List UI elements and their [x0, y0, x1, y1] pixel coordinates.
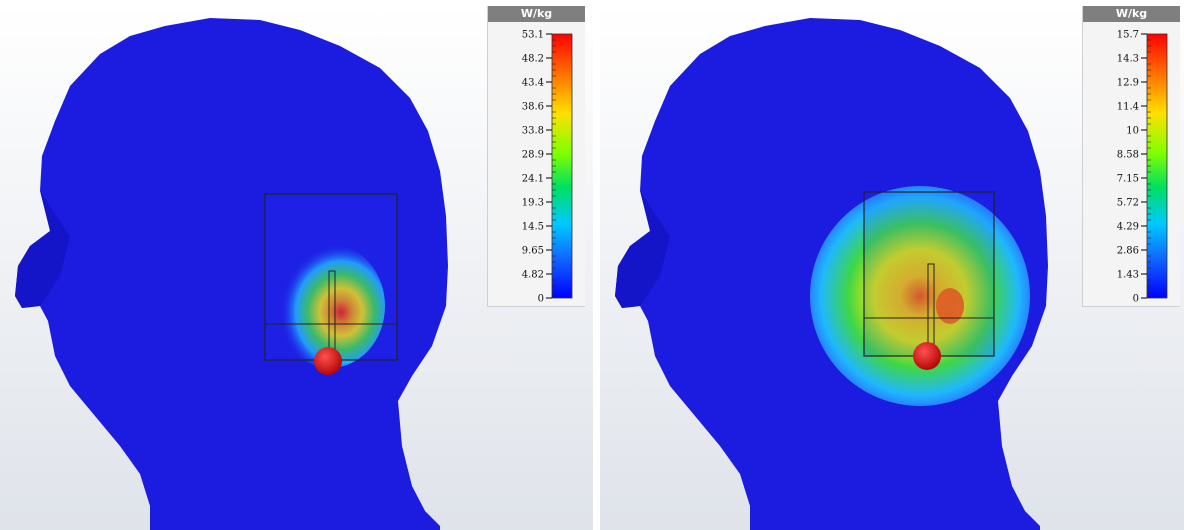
colorbar-tick-label: 9.65 — [522, 246, 544, 257]
phone-box — [264, 193, 398, 361]
sar-hotspot — [810, 186, 1030, 406]
colorbar-legend-right: W/kg 15.7 14.3 12.9 11.4 10 8.58 7.15 5.72 4.29 2… — [1082, 6, 1180, 307]
colorbar-tick-label: 43.4 — [522, 78, 544, 89]
sar-hotspot — [275, 244, 385, 368]
colorbar-tick-label: 2.86 — [1117, 246, 1139, 257]
colorbar-tick-label: 38.6 — [522, 102, 544, 113]
colorbar-tick-label: 4.29 — [1117, 222, 1139, 233]
ear-shadow — [615, 191, 670, 308]
head-model-left — [15, 18, 448, 530]
colorbar-tick-label: 11.4 — [1117, 102, 1139, 113]
phone-box — [863, 191, 995, 357]
colorbar-tick-label: 1.43 — [1117, 270, 1139, 281]
colorbar-tick-label: 28.9 — [522, 150, 544, 161]
colorbar-tick-label: 53.1 — [522, 30, 544, 41]
feed-sphere — [913, 342, 941, 370]
head-model-right — [615, 18, 1048, 530]
colorbar-tick-label: 8.58 — [1117, 150, 1139, 161]
colorbar-tick-label: 5.72 — [1117, 198, 1139, 209]
colorbar-right: 15.7 14.3 12.9 11.4 10 8.58 7.15 5.72 4.29 2.86 1.… — [1117, 30, 1168, 305]
colorbar-tick-label: 14.5 — [522, 222, 544, 233]
colorbar-tick-label: 10 — [1126, 126, 1139, 137]
colorbar-tick-label: 7.15 — [1117, 174, 1139, 185]
feed-sphere — [314, 347, 342, 375]
colorbar-tick-label: 19.3 — [522, 198, 544, 209]
ear-shadow — [15, 191, 70, 308]
colorbar-tick-label: 14.3 — [1117, 54, 1139, 65]
sar-view-left: W/kg 53.1 48.2 43.4 38.6 33.8 28.9 24.1 19.3 14.… — [0, 6, 593, 530]
colorbar-tick-label: 15.7 — [1117, 30, 1139, 41]
head-shape — [15, 18, 448, 530]
sar-view-right: W/kg 15.7 14.3 12.9 11.4 10 8.58 7.15 5.72 4.29 2… — [600, 6, 1184, 530]
legend-unit-label: W/kg — [1083, 6, 1180, 22]
sar-peak — [936, 288, 964, 324]
legend-unit-label: W/kg — [488, 6, 585, 22]
colorbar-tick-label: 0 — [1133, 294, 1139, 305]
colorbar-tick-label: 0 — [538, 294, 544, 305]
colorbar-tick-label: 24.1 — [522, 174, 544, 185]
colorbar-legend-left: W/kg 53.1 48.2 43.4 38.6 33.8 28.9 24.1 19.3 14.… — [487, 6, 585, 307]
colorbar-tick-label: 4.82 — [522, 270, 544, 281]
colorbar-left: 53.1 48.2 43.4 38.6 33.8 28.9 24.1 19.3 14.5 9.65… — [522, 30, 573, 305]
colorbar-tick-label: 33.8 — [522, 126, 544, 137]
colorbar-tick-label: 12.9 — [1117, 78, 1139, 89]
colorbar-tick-label: 48.2 — [522, 54, 544, 65]
